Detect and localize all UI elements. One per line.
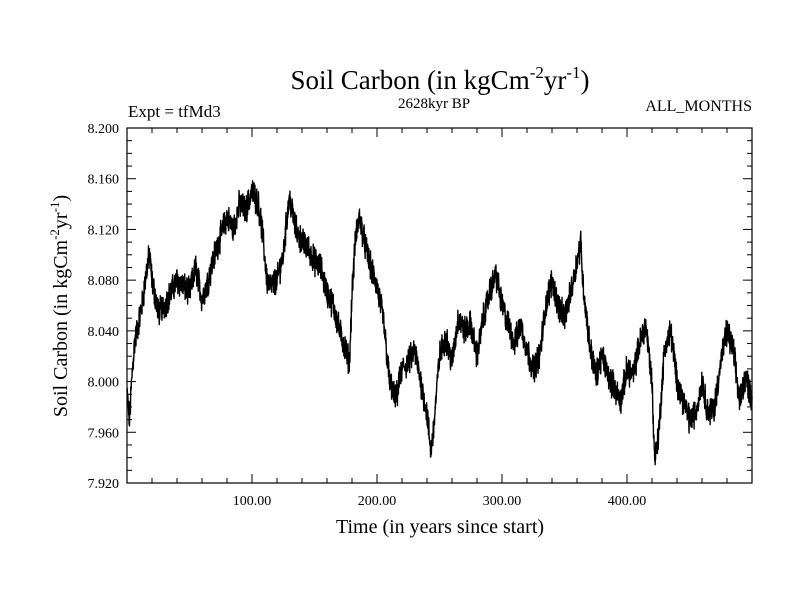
y-axis-label: Soil Carbon (in kgCm-2yr-1) <box>47 195 72 417</box>
experiment-label: Expt = tfMd3 <box>128 102 221 121</box>
x-tick-label: 200.00 <box>358 494 397 509</box>
y-tick-label: 8.120 <box>88 223 120 238</box>
x-axis-label: Time (in years since start) <box>336 516 544 538</box>
y-tick-label: 7.920 <box>88 477 120 492</box>
series-layer <box>126 180 753 466</box>
y-tick-label: 8.040 <box>88 325 120 340</box>
y-tick-label: 8.160 <box>88 173 120 188</box>
y-tick-label: 8.000 <box>88 376 120 391</box>
y-tick-label: 8.200 <box>88 122 120 137</box>
chart-subtitle: 2628kyr BP <box>398 96 470 112</box>
x-axis: 100.00 200.00 300.00 400.00 <box>151 128 728 509</box>
y-axis: 7.920 7.960 8.000 8.040 8.080 8.120 8.160 8.200 <box>88 122 752 492</box>
x-tick-label: 100.00 <box>233 494 272 509</box>
months-label: ALL_MONTHS <box>645 98 752 115</box>
x-tick-label: 400.00 <box>608 494 647 509</box>
series-line <box>126 180 753 466</box>
x-tick-label: 300.00 <box>483 494 522 509</box>
y-tick-label: 7.960 <box>88 426 120 441</box>
y-tick-label: 8.080 <box>88 274 120 289</box>
chart-title: Soil Carbon (in kgCm-2yr-1) <box>290 63 589 95</box>
